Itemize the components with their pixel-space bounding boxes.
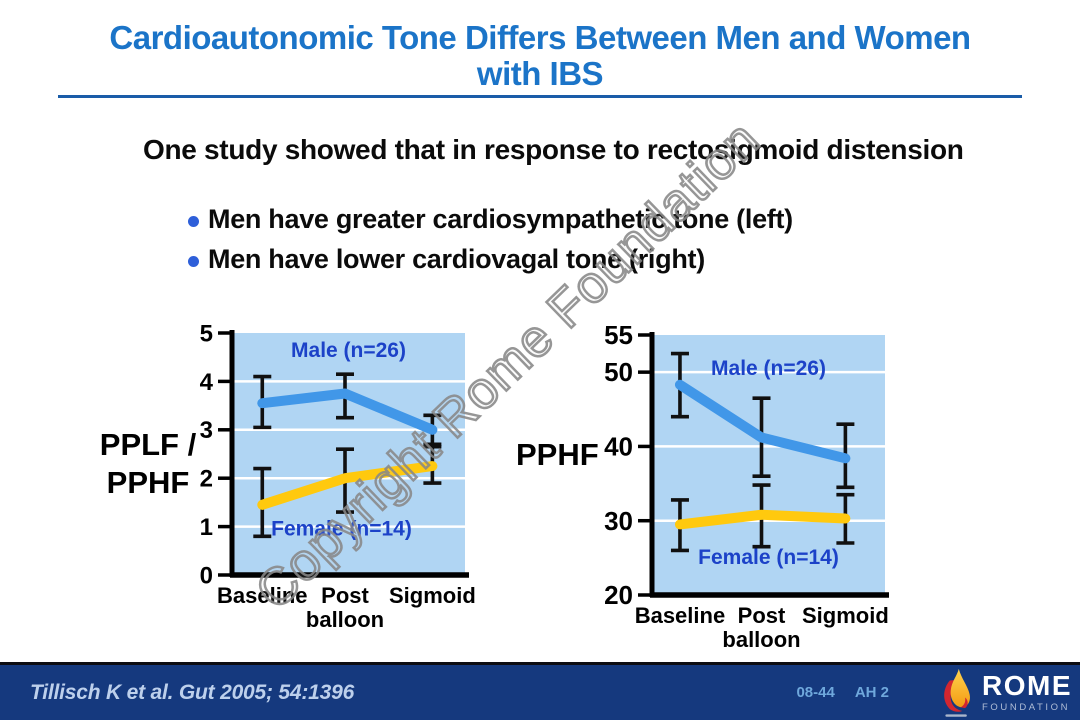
slide-ref: AH 2	[854, 684, 889, 701]
bullet-text: Men have greater cardiosympathetic tone …	[208, 204, 793, 234]
svg-text:Baseline: Baseline	[217, 583, 307, 608]
svg-text:40: 40	[604, 432, 633, 462]
title-underline	[58, 95, 1022, 98]
logo-wordmark: ROME FOUNDATION	[982, 670, 1072, 714]
bullet-item: Men have lower cardiovagal tone (right)	[188, 244, 988, 275]
bullet-list: Men have greater cardiosympathetic tone …	[188, 204, 988, 284]
flame-icon	[944, 668, 970, 717]
pphf-line-chart: Male (n=26) Female (n=14) 20 30 40 50 55 Baseli…	[555, 315, 900, 667]
svg-text:30: 30	[604, 506, 633, 536]
pplf-pphf-line-chart: Male (n=26) Female (n=14) 0 1 2 3 4 5 Baseline Po…	[175, 315, 505, 655]
svg-text:55: 55	[604, 320, 633, 350]
page-title: Cardioautonomic Tone Differs Between Men…	[109, 19, 971, 92]
svg-text:Male (n=26): Male (n=26)	[291, 339, 406, 362]
left-chart-ylabel: PPLF / PPHF	[99, 427, 197, 500]
svg-text:Male (n=26): Male (n=26)	[711, 357, 826, 380]
svg-text:1: 1	[200, 514, 213, 541]
slide-codes: 08-44 AH 2	[796, 684, 889, 701]
svg-text:Sigmoid: Sigmoid	[802, 603, 889, 628]
logo-subtitle: FOUNDATION	[982, 702, 1071, 713]
svg-text:0: 0	[200, 562, 213, 589]
bullet-item: Men have greater cardiosympathetic tone …	[188, 204, 988, 235]
bullet-text: Men have lower cardiovagal tone (right)	[208, 244, 705, 274]
svg-text:20: 20	[604, 580, 633, 610]
svg-text:Baseline: Baseline	[635, 603, 726, 628]
slide-code: 08-44	[796, 684, 835, 701]
svg-text:Sigmoid: Sigmoid	[389, 583, 476, 608]
svg-text:4: 4	[200, 369, 214, 396]
bullet-dot-icon	[188, 256, 199, 267]
body-heading: One study showed that in response to rec…	[143, 134, 964, 165]
svg-text:Female (n=14): Female (n=14)	[271, 517, 412, 540]
svg-text:5: 5	[200, 320, 213, 347]
citation: Tillisch K et al. Gut 2005; 54:1396	[30, 680, 355, 704]
svg-text:2: 2	[200, 466, 213, 493]
bullet-dot-icon	[188, 216, 199, 227]
svg-text:3: 3	[200, 417, 213, 444]
right-chart-ylabel: PPHF	[516, 437, 599, 472]
svg-text:50: 50	[604, 357, 633, 387]
svg-text:Female (n=14): Female (n=14)	[698, 546, 839, 569]
footer-bar: Tillisch K et al. Gut 2005; 54:1396 08-4…	[0, 662, 1080, 720]
rome-foundation-logo: ROME FOUNDATION	[939, 668, 1072, 718]
logo-title: ROME	[982, 670, 1072, 701]
